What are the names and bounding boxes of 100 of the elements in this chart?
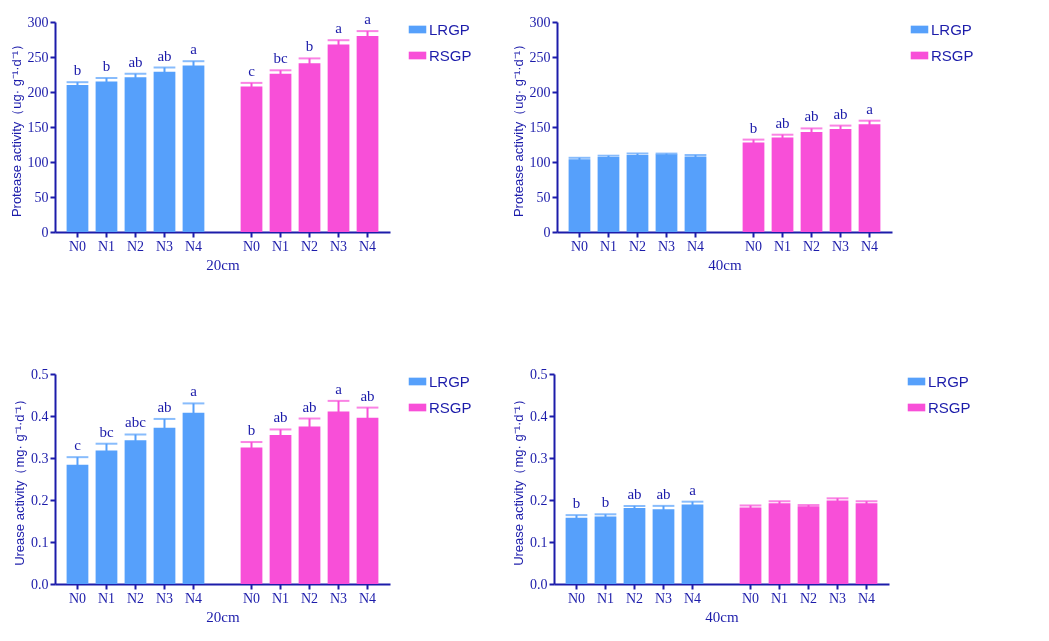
y-tick-label: 0.0 [31, 576, 49, 592]
data-label: ab [157, 47, 172, 64]
x-tick-label: N3 [657, 238, 676, 254]
legend-label: RSGP [429, 398, 472, 416]
data-label: ab [656, 485, 671, 502]
x-tick-label: N4 [860, 238, 879, 254]
y-tick-label: 0.4 [31, 408, 49, 424]
x-tick-label: N3 [828, 590, 847, 606]
x-axis-title: 20cm [206, 256, 240, 273]
y-tick-label: 100 [529, 154, 551, 170]
x-tick-label: N0 [570, 238, 589, 254]
x-tick-label: N3 [155, 590, 174, 606]
data-label: bc [273, 50, 288, 67]
x-tick-label: N2 [799, 590, 818, 606]
y-tick-label: 50 [536, 189, 551, 205]
data-label: b [247, 422, 256, 439]
x-tick-label: N4 [686, 238, 705, 254]
y-tick-label: 150 [529, 119, 551, 135]
data-label: b [73, 62, 82, 79]
legend-label: LRGP [429, 372, 470, 390]
x-tick-label: N0 [242, 238, 261, 254]
data-label: a [866, 100, 874, 117]
y-tick-label: 0 [41, 224, 49, 240]
x-tick-label: N1 [271, 590, 290, 606]
y-axis-title: Urease activity（mg· g⁻¹·d⁻¹） [12, 393, 27, 566]
x-tick-label: N4 [683, 590, 702, 606]
y-axis-title: Protease activity（ug· g⁻¹·d⁻¹） [510, 37, 526, 218]
data-label: ab [775, 114, 790, 131]
data-label: ab [157, 398, 172, 415]
y-tick-label: 0.1 [530, 534, 548, 550]
data-label: b [305, 38, 314, 55]
y-tick-label: 300 [27, 14, 49, 30]
x-tick-label: N0 [242, 590, 261, 606]
data-label: ab [273, 409, 288, 426]
data-label: ab [627, 485, 642, 502]
data-label: ab [804, 108, 819, 125]
x-axis-title: 40cm [705, 608, 739, 625]
x-tick-label: N1 [773, 238, 792, 254]
y-tick-label: 0.2 [530, 492, 548, 508]
x-tick-label: N3 [329, 590, 348, 606]
x-tick-label: N4 [358, 238, 377, 254]
y-tick-label: 250 [529, 49, 551, 65]
x-tick-label: N2 [126, 238, 145, 254]
legend-label: LRGP [429, 20, 470, 38]
x-tick-label: N0 [68, 590, 87, 606]
y-tick-label: 200 [529, 84, 551, 100]
x-tick-label: N1 [770, 590, 789, 606]
x-tick-label: N0 [741, 590, 760, 606]
legend-label: LRGP [931, 20, 972, 38]
x-tick-label: N2 [802, 238, 821, 254]
data-label: abc [125, 414, 147, 431]
data-label: c [248, 62, 256, 79]
x-tick-label: N1 [97, 238, 116, 254]
x-tick-label: N2 [625, 590, 644, 606]
x-tick-label: N2 [300, 238, 319, 254]
data-label: a [689, 481, 697, 498]
data-label: a [364, 11, 372, 28]
x-tick-label: N0 [744, 238, 763, 254]
y-tick-label: 0.3 [530, 450, 548, 466]
y-tick-label: 0.5 [31, 366, 49, 382]
legend-label: LRGP [928, 372, 969, 390]
y-tick-label: 200 [27, 84, 49, 100]
x-tick-label: N2 [628, 238, 647, 254]
data-label: ab [833, 105, 848, 122]
data-label: a [335, 380, 343, 397]
y-axis-title: Urease activity（mg· g⁻¹·d⁻¹） [511, 393, 526, 566]
y-tick-label: 250 [27, 49, 49, 65]
data-label: ab [128, 53, 143, 70]
y-tick-label: 0.4 [530, 408, 548, 424]
x-axis-title: 20cm [206, 608, 240, 625]
y-tick-label: 0 [543, 224, 551, 240]
y-tick-label: 50 [34, 189, 49, 205]
x-tick-label: N4 [857, 590, 876, 606]
y-tick-label: 0.2 [31, 492, 49, 508]
y-tick-label: 100 [27, 154, 49, 170]
legend-label: RSGP [931, 46, 974, 64]
y-tick-label: 0.5 [530, 366, 548, 382]
x-tick-label: N4 [358, 590, 377, 606]
y-tick-label: 150 [27, 119, 49, 135]
x-tick-label: N1 [97, 590, 116, 606]
data-label: bc [99, 423, 114, 440]
x-tick-label: N1 [596, 590, 615, 606]
x-tick-label: N3 [831, 238, 850, 254]
x-tick-label: N3 [155, 238, 174, 254]
x-tick-label: N0 [68, 238, 87, 254]
data-label: ab [360, 387, 375, 404]
y-tick-label: 300 [529, 14, 551, 30]
data-label: b [102, 58, 111, 74]
y-tick-label: 0.0 [530, 576, 548, 592]
x-tick-label: N4 [184, 590, 203, 606]
data-label: c [74, 437, 82, 454]
data-label: b [749, 119, 758, 136]
x-axis-title: 40cm [708, 256, 742, 273]
x-tick-label: N1 [599, 238, 618, 254]
x-tick-label: N4 [184, 238, 203, 254]
data-label: ab [302, 398, 317, 415]
x-tick-label: N3 [654, 590, 673, 606]
legend-label: RSGP [429, 46, 472, 64]
data-label: a [335, 20, 343, 37]
data-label: b [601, 494, 610, 511]
